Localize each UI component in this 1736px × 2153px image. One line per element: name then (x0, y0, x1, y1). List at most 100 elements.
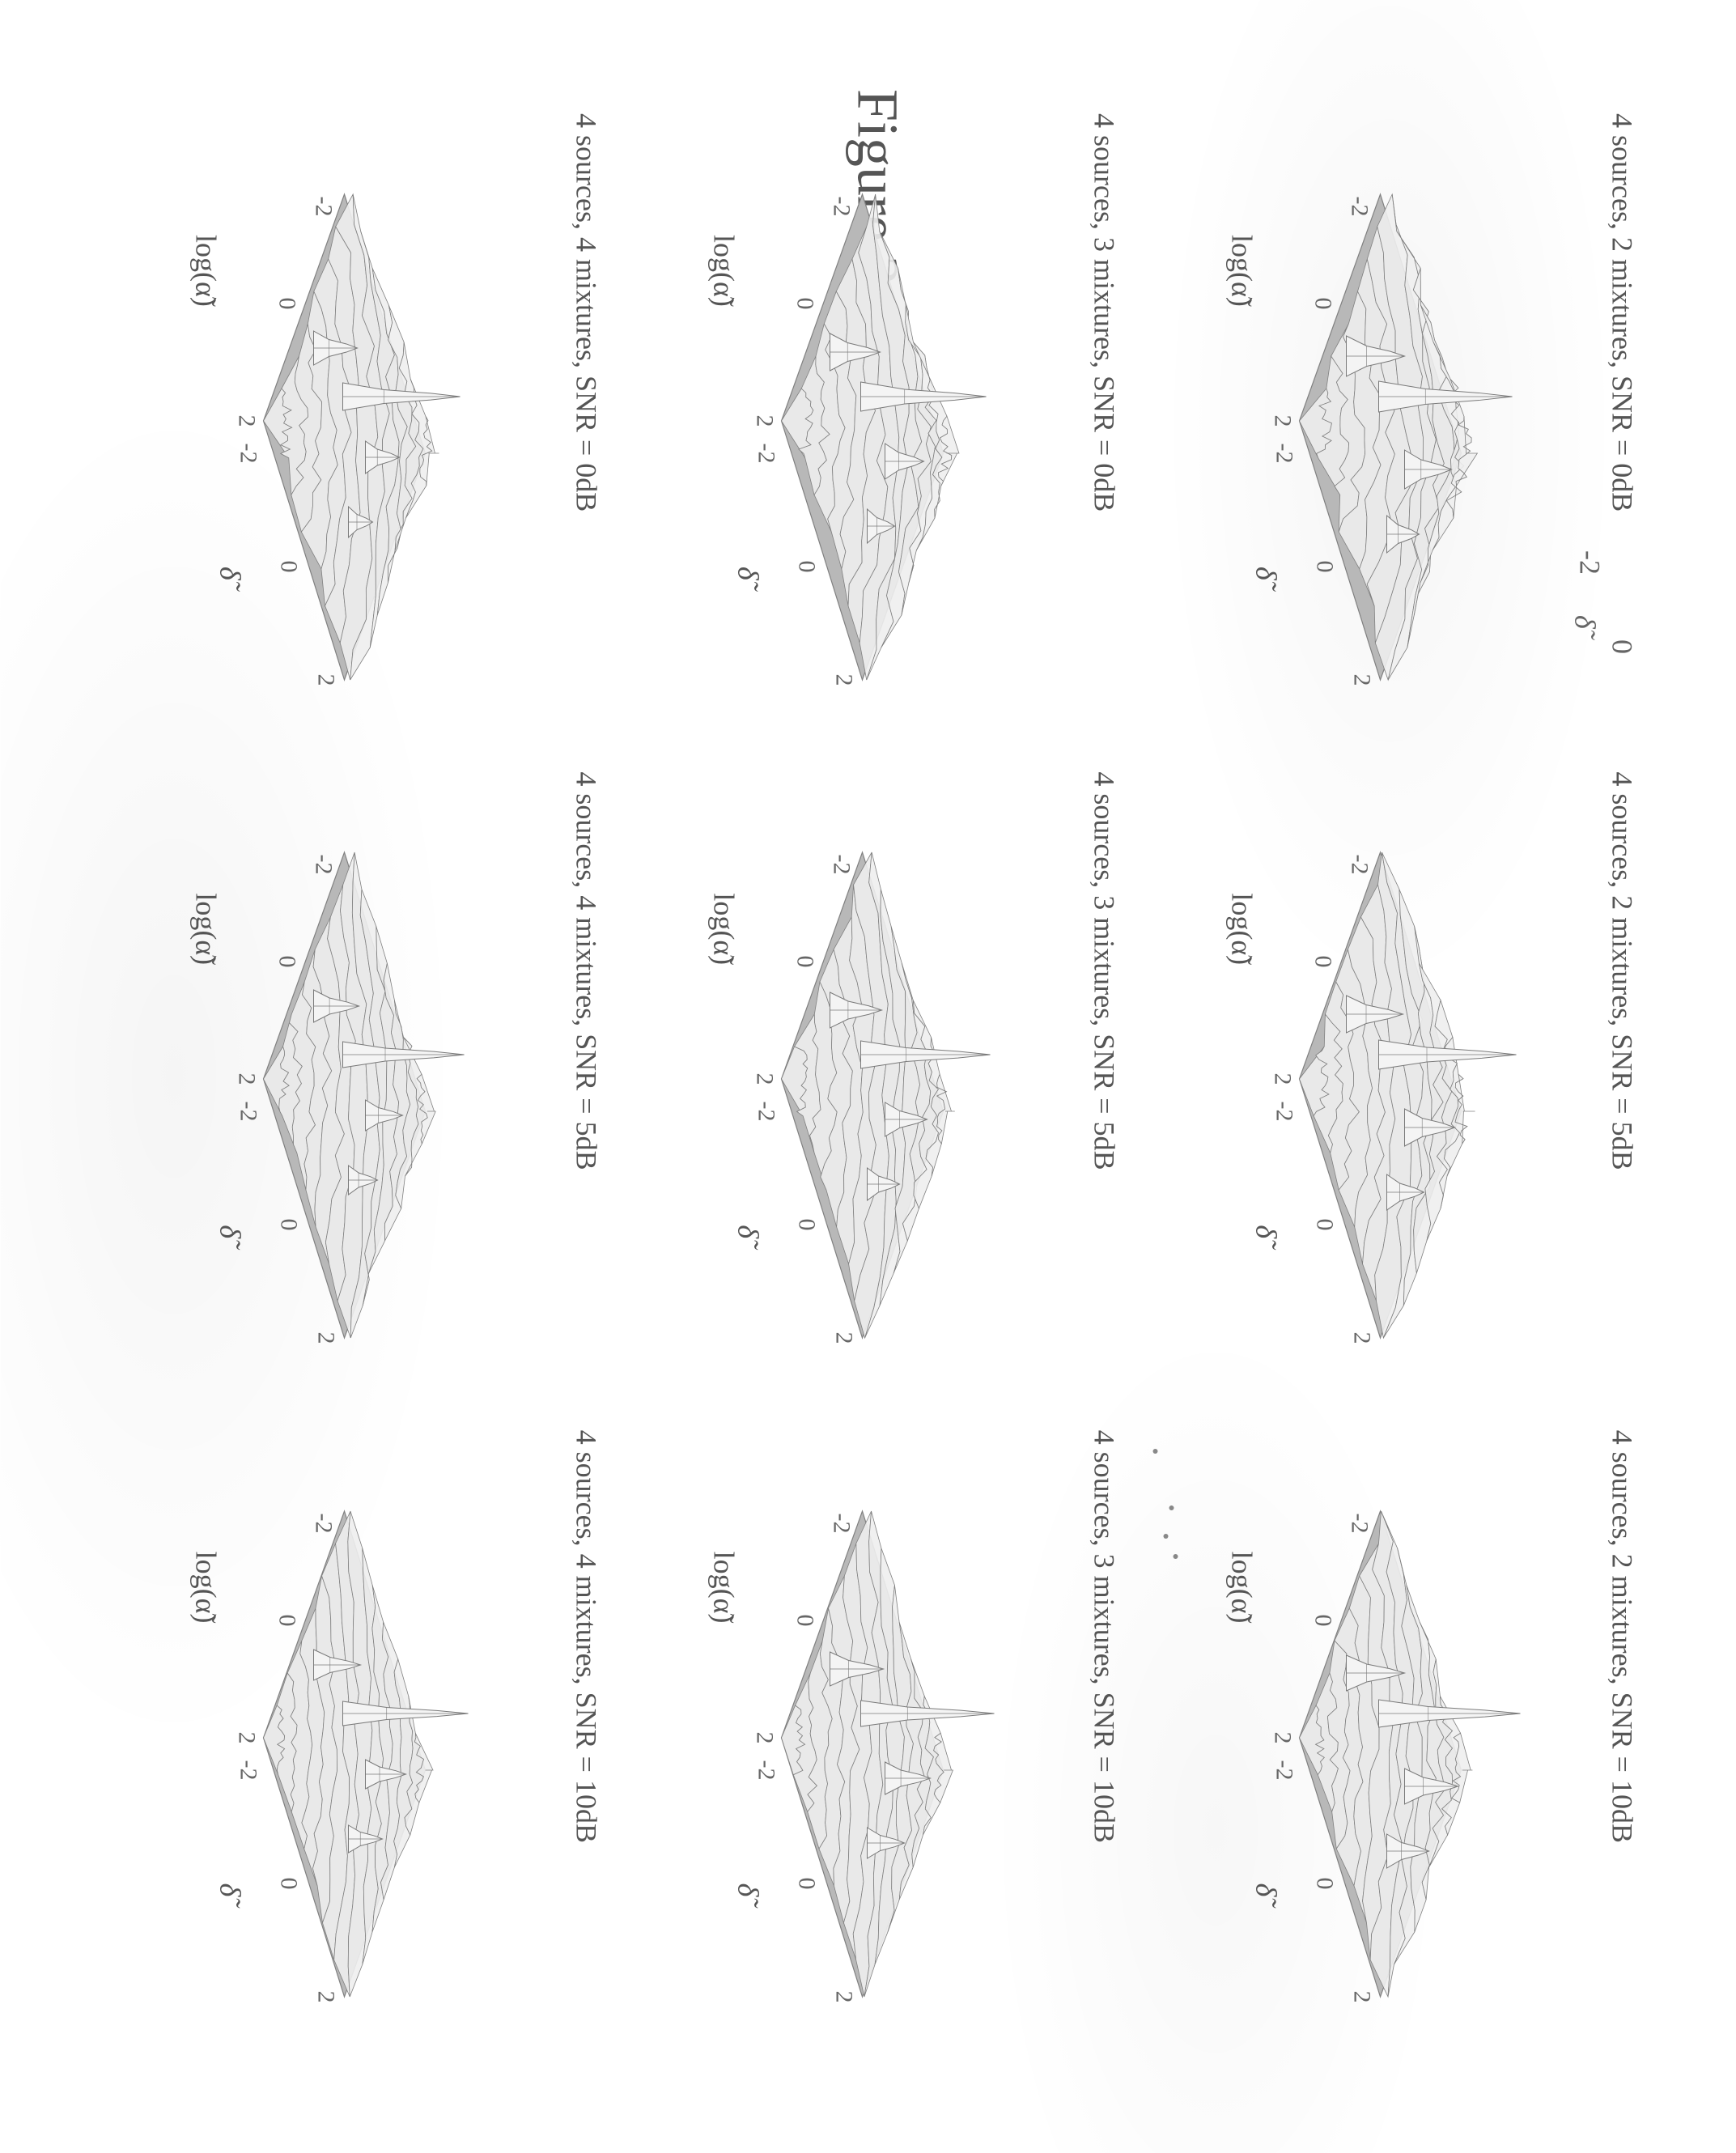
panel-grid: 4 sources, 2 mixtures, SNR = 0dB20-2-202… (101, 113, 1639, 2056)
scan-speck-icon (1173, 1554, 1178, 1559)
x-tick: -2 (1346, 1513, 1373, 1533)
x-axis-label: log(α̃) (1225, 235, 1258, 307)
plot-wrap: 2 0 -2 -2 0 2 (117, 113, 554, 728)
plot-wrap: 2 0 -2 -2 0 2 (1153, 113, 1590, 728)
y-tick: 0 (275, 1219, 302, 1231)
x-tick: 0 (274, 1614, 300, 1626)
surface-plot: 20-2-202 (117, 771, 554, 1386)
y-axis-label: δ̃ (213, 1883, 247, 1897)
stray-tick-0: 0 (1605, 639, 1639, 654)
y-tick: 0 (1311, 1877, 1338, 1889)
y-tick: 0 (1311, 1219, 1338, 1231)
x-tick: 2 (233, 1731, 260, 1743)
panel-title: 4 sources, 3 mixtures, SNR = 0dB (1087, 113, 1121, 512)
y-axis-label: δ̃ (731, 1225, 765, 1238)
panel-title: 4 sources, 4 mixtures, SNR = 10dB (569, 1430, 603, 1843)
y-tick: 0 (275, 1877, 302, 1889)
panel-title: 4 sources, 2 mixtures, SNR = 5dB (1605, 771, 1639, 1170)
panel-title: 4 sources, 3 mixtures, SNR = 10dB (1087, 1430, 1121, 1843)
x-axis-label: log(α̃) (189, 235, 223, 307)
x-axis-label: log(α̃) (707, 893, 741, 965)
y-axis-label: δ̃ (1249, 1225, 1283, 1238)
x-tick: -2 (1346, 855, 1373, 875)
x-axis-label: log(α̃) (189, 893, 223, 965)
x-tick: 0 (1309, 956, 1336, 968)
x-tick: 0 (274, 298, 300, 310)
y-axis-label: δ̃ (731, 567, 765, 580)
x-tick: 2 (233, 415, 260, 427)
y-tick: -2 (1271, 1760, 1297, 1780)
x-axis-label: log(α̃) (1225, 1552, 1258, 1624)
panel-title: 4 sources, 4 mixtures, SNR = 0dB (569, 113, 603, 512)
y-tick: 2 (1348, 674, 1375, 686)
x-tick: 2 (1269, 1073, 1296, 1085)
x-tick: -2 (1346, 197, 1373, 217)
x-axis-label: log(α̃) (189, 1552, 223, 1624)
y-tick: 2 (312, 1332, 339, 1344)
panel-cell: 4 sources, 4 mixtures, SNR = 0dB20-2-202… (101, 113, 603, 739)
y-tick: 2 (312, 674, 339, 686)
x-tick: -2 (828, 1513, 855, 1533)
surface-plot: 2 0 -2 -2 0 2 (117, 113, 554, 728)
y-tick: -2 (235, 1760, 261, 1780)
panel-title: 4 sources, 2 mixtures, SNR = 10dB (1605, 1430, 1639, 1843)
surface-plot: 20-2-202 (635, 771, 1072, 1386)
y-tick: 0 (275, 561, 302, 573)
panel-cell: 4 sources, 2 mixtures, SNR = 5dB20-2-202… (1137, 771, 1639, 1397)
x-tick: 0 (792, 956, 818, 968)
x-tick: 0 (274, 956, 300, 968)
y-tick: 2 (830, 1332, 857, 1344)
surface-plot: 20-2-202 (1153, 1430, 1590, 2045)
x-tick: -2 (828, 855, 855, 875)
x-tick: 0 (1309, 298, 1336, 310)
surface-plot: 20-2-202 (635, 113, 1072, 728)
x-tick: 2 (233, 1073, 260, 1085)
x-tick: -2 (828, 197, 855, 217)
y-tick: 0 (793, 561, 820, 573)
panel-title: 4 sources, 2 mixtures, SNR = 0dB (1605, 113, 1639, 512)
y-tick: -2 (235, 444, 261, 464)
y-axis-label: δ̃ (1249, 567, 1283, 580)
y-tick: -2 (753, 1102, 779, 1122)
plot-wrap: 20-2-202 (1153, 1430, 1590, 2045)
panel-cell: 4 sources, 3 mixtures, SNR = 0dB20-2-202… (619, 113, 1121, 739)
panel-title: 4 sources, 3 mixtures, SNR = 5dB (1087, 771, 1121, 1170)
y-tick: 2 (830, 1990, 857, 2002)
x-axis-label: log(α̃) (707, 235, 741, 307)
y-tick: 2 (1348, 1332, 1375, 1344)
x-axis-label: log(α̃) (707, 1552, 741, 1624)
y-tick: -2 (1271, 1102, 1297, 1122)
y-tick: 0 (793, 1877, 820, 1889)
y-tick: 0 (1311, 561, 1338, 573)
x-tick: 2 (1269, 1731, 1296, 1743)
surface-plot: 2 0 -2 -2 0 2 (1153, 771, 1590, 1386)
panel-cell: 4 sources, 4 mixtures, SNR = 10dB 2 0 -2 -2 0… (101, 1430, 603, 2056)
surface-plot: 20-2-202 (117, 1430, 554, 2045)
plot-wrap: 20-2-202 (635, 771, 1072, 1386)
stray-tick-m2: -2 (1573, 550, 1607, 575)
x-tick: 2 (751, 1731, 778, 1743)
x-tick: 0 (792, 298, 818, 310)
y-tick: -2 (753, 1760, 779, 1780)
x-tick: -2 (310, 855, 337, 875)
x-tick: -2 (310, 1513, 337, 1533)
stray-delta-symbol: δ̃ (1568, 615, 1602, 629)
panel-cell: 4 sources, 2 mixtures, SNR = 10dB 2 0 -2 -2 0… (1137, 1430, 1639, 2056)
scan-speck-icon (1163, 1534, 1168, 1539)
plot-wrap: 20-2-202 (117, 1430, 554, 2045)
y-axis-label: δ̃ (213, 567, 247, 580)
x-tick: 2 (1269, 415, 1296, 427)
y-tick: -2 (1271, 444, 1297, 464)
y-tick: 2 (830, 674, 857, 686)
plot-wrap: 2 0 -2 -2 0 2 (1153, 771, 1590, 1386)
y-axis-label: δ̃ (213, 1225, 247, 1238)
panel-cell: 4 sources, 4 mixtures, SNR = 5dB20-2-202… (101, 771, 603, 1397)
x-axis-label: log(α̃) (1225, 893, 1258, 965)
panel-cell: 4 sources, 3 mixtures, SNR = 5dB20-2-202… (619, 771, 1121, 1397)
x-tick: 0 (1309, 1614, 1336, 1626)
x-tick: -2 (310, 197, 337, 217)
rotated-page: Figure 2 4 sources, 2 mixtures, SNR = 0d… (0, 0, 1736, 2153)
x-tick: 2 (751, 1073, 778, 1085)
scan-speck-icon (1169, 1505, 1174, 1510)
plot-wrap: 20-2-202 (117, 771, 554, 1386)
